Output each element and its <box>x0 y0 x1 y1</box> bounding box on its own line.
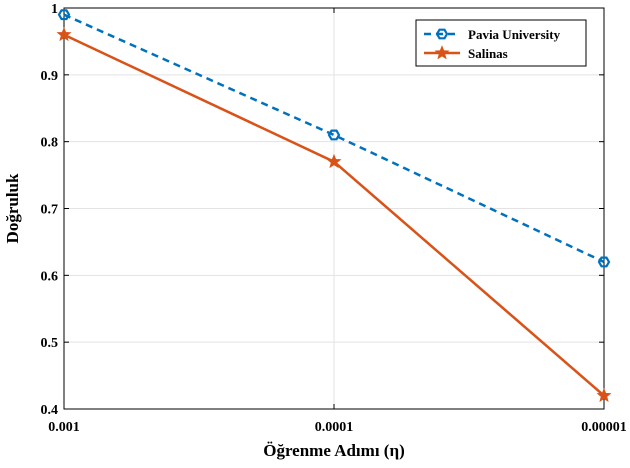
series-layer <box>56 9 612 403</box>
series-1 <box>56 26 612 403</box>
data-point <box>597 256 611 268</box>
x-tick-label: 0.0001 <box>315 420 354 435</box>
y-tick-label: 0.6 <box>41 269 59 284</box>
data-point <box>326 153 342 169</box>
x-axis-label: Öğrenme Adımı (η) <box>263 441 405 460</box>
legend-marker <box>435 28 449 40</box>
legend-marker <box>434 45 450 60</box>
x-axis-ticks: 0.001 0.0001 0.00001 <box>48 8 627 435</box>
data-point <box>57 9 71 21</box>
legend-item: Salinas <box>424 45 508 61</box>
legend-label: Pavia University <box>468 27 561 42</box>
legend: Pavia University Salinas <box>415 19 587 67</box>
legend-box <box>415 19 587 67</box>
y-tick-label: 1 <box>51 2 58 17</box>
y-tick-label: 0.5 <box>41 336 59 351</box>
data-point <box>596 387 612 403</box>
legend-label: Salinas <box>468 46 508 61</box>
y-tick-label: 0.8 <box>41 136 59 151</box>
data-point <box>327 129 341 141</box>
y-tick-label: 0.9 <box>41 69 59 84</box>
series-line <box>63 13 605 264</box>
series-0 <box>57 9 611 268</box>
legend-item: Pavia University <box>424 27 561 42</box>
y-axis-ticks: 0.4 0.5 0.6 0.7 0.8 0.9 1 <box>41 2 604 418</box>
data-point <box>56 26 72 42</box>
y-axis-label: Doğruluk <box>3 173 22 243</box>
y-tick-label: 0.4 <box>41 403 59 418</box>
x-tick-label: 0.001 <box>48 420 80 435</box>
x-tick-label: 0.00001 <box>581 420 627 435</box>
grid-lines <box>63 7 605 410</box>
y-tick-label: 0.7 <box>41 203 59 218</box>
